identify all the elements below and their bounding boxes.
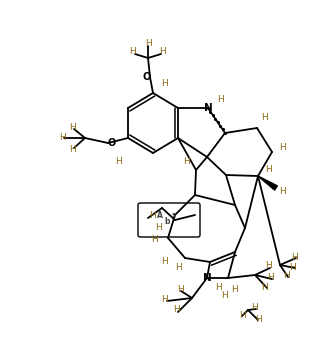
Text: H: H <box>152 236 158 245</box>
Text: H: H <box>115 158 122 167</box>
Text: H: H <box>290 264 296 273</box>
Text: H: H <box>159 48 165 56</box>
Text: H: H <box>217 94 224 104</box>
Polygon shape <box>258 176 277 190</box>
Text: N: N <box>204 103 212 113</box>
Text: H: H <box>69 122 75 132</box>
Text: O: O <box>108 138 116 148</box>
Text: H: H <box>162 258 168 266</box>
Text: H: H <box>222 290 228 300</box>
Text: H: H <box>145 40 151 49</box>
Text: H: H <box>175 264 181 273</box>
Text: H: H <box>279 144 286 153</box>
Text: H: H <box>267 273 273 282</box>
Text: H: H <box>148 211 155 220</box>
Text: H: H <box>215 284 221 293</box>
Text: N: N <box>203 273 211 283</box>
Text: H: H <box>173 306 179 315</box>
Text: H: H <box>265 261 271 271</box>
Text: H: H <box>252 303 258 313</box>
Text: H: H <box>284 272 290 280</box>
Text: H: H <box>183 158 189 167</box>
Text: H: H <box>261 113 267 122</box>
Text: H: H <box>177 286 184 294</box>
Text: H: H <box>59 133 65 142</box>
Text: H: H <box>239 310 246 320</box>
Text: H: H <box>69 145 75 154</box>
Text: H: H <box>265 166 271 175</box>
Text: A: A <box>157 210 163 219</box>
Text: H: H <box>162 78 168 88</box>
Text: H: H <box>280 188 286 196</box>
Text: s: s <box>172 212 176 218</box>
Text: b: b <box>164 217 170 226</box>
Text: H: H <box>262 282 268 292</box>
Text: H: H <box>162 295 168 304</box>
Text: O: O <box>143 72 151 82</box>
Text: H: H <box>255 315 261 324</box>
Text: H: H <box>291 253 297 262</box>
Text: H: H <box>232 286 238 294</box>
Text: H: H <box>130 48 136 56</box>
Text: H: H <box>155 224 162 232</box>
